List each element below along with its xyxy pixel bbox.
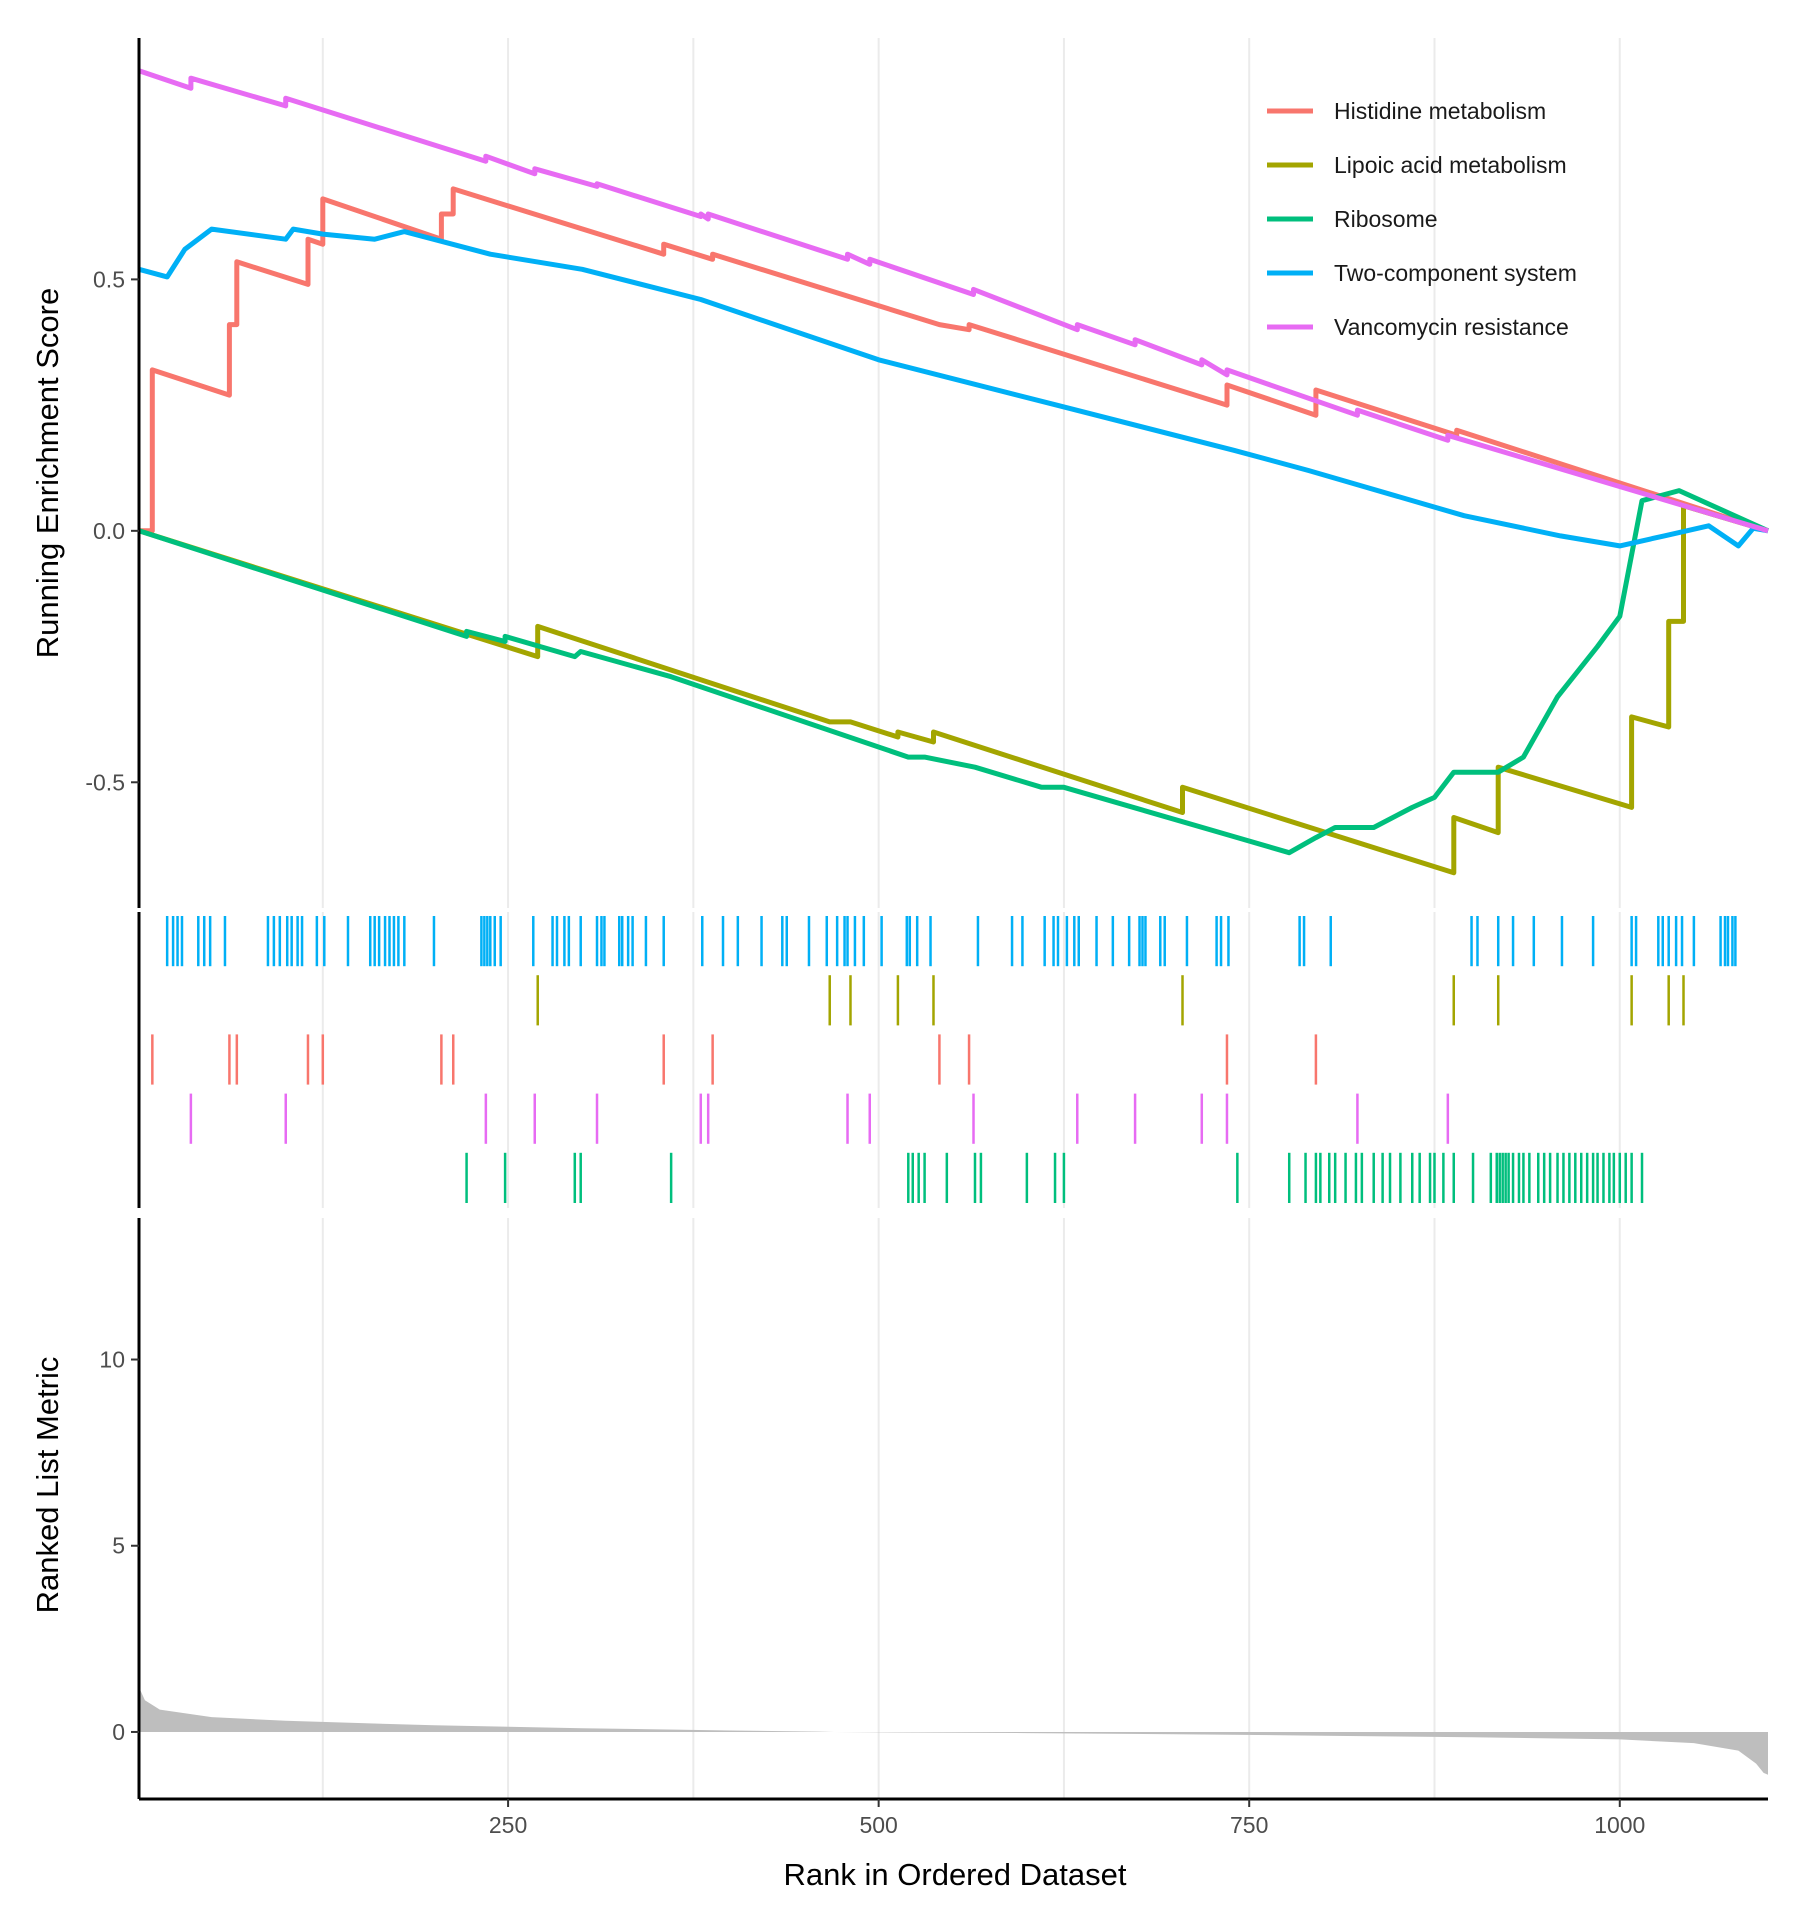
metric-gridlines	[321, 1218, 1621, 1799]
enrichment-y-axis: 0.5 0.0 -0.5	[85, 38, 141, 908]
es-line-vancomycin-resistance	[138, 68, 1769, 534]
x-tick-label: 250	[489, 1812, 527, 1838]
enrichment-score-panel: 0.5 0.0 -0.5 Running Enrichment Score Hist…	[30, 38, 1770, 908]
x-axis: 250 500 750 1000	[139, 1797, 1768, 1838]
x-tick-label: 500	[859, 1812, 897, 1838]
enrichment-curves	[138, 68, 1770, 876]
y-tick-label: 5	[112, 1533, 125, 1559]
es-line-lipoic-acid-metabolism	[138, 503, 1769, 876]
legend: Histidine metabolism Lipoic acid metaboli…	[1267, 98, 1577, 340]
x-tick-label: 1000	[1594, 1812, 1645, 1838]
es-line-two-component-system	[138, 226, 1769, 549]
metric-fill	[139, 1687, 1768, 1775]
x-axis-title: Rank in Ordered Dataset	[784, 1857, 1127, 1892]
y-tick-label: 0	[112, 1719, 125, 1745]
ranked-metric-panel: 10 5 0 Ranked List Metric 250 500 750 1000 Ra…	[30, 1218, 1768, 1892]
enrichment-gridlines	[321, 38, 1621, 908]
metric-area	[139, 1687, 1768, 1775]
y-tick-label: 0.0	[93, 518, 125, 544]
y-tick-label: 10	[99, 1347, 125, 1373]
legend-label: Histidine metabolism	[1334, 98, 1546, 124]
es-line-histidine-metabolism	[139, 186, 1769, 534]
metric-y-axis-title: Ranked List Metric	[30, 1357, 65, 1614]
hits-gridlines	[321, 912, 1621, 1208]
hit-tick-rows	[137, 912, 1737, 1208]
legend-label: Lipoic acid metabolism	[1334, 152, 1567, 178]
x-tick-label: 750	[1230, 1812, 1268, 1838]
y-tick-label: -0.5	[85, 769, 125, 795]
es-line-ribosome	[138, 488, 1770, 856]
legend-label: Vancomycin resistance	[1334, 314, 1569, 340]
metric-y-axis: 10 5 0	[99, 1218, 141, 1799]
legend-label: Ribosome	[1334, 206, 1438, 232]
legend-label: Two-component system	[1334, 260, 1577, 286]
y-tick-label: 0.5	[93, 266, 125, 292]
enrichment-y-axis-title: Running Enrichment Score	[30, 288, 65, 658]
hit-ticks-panel	[137, 912, 1737, 1208]
